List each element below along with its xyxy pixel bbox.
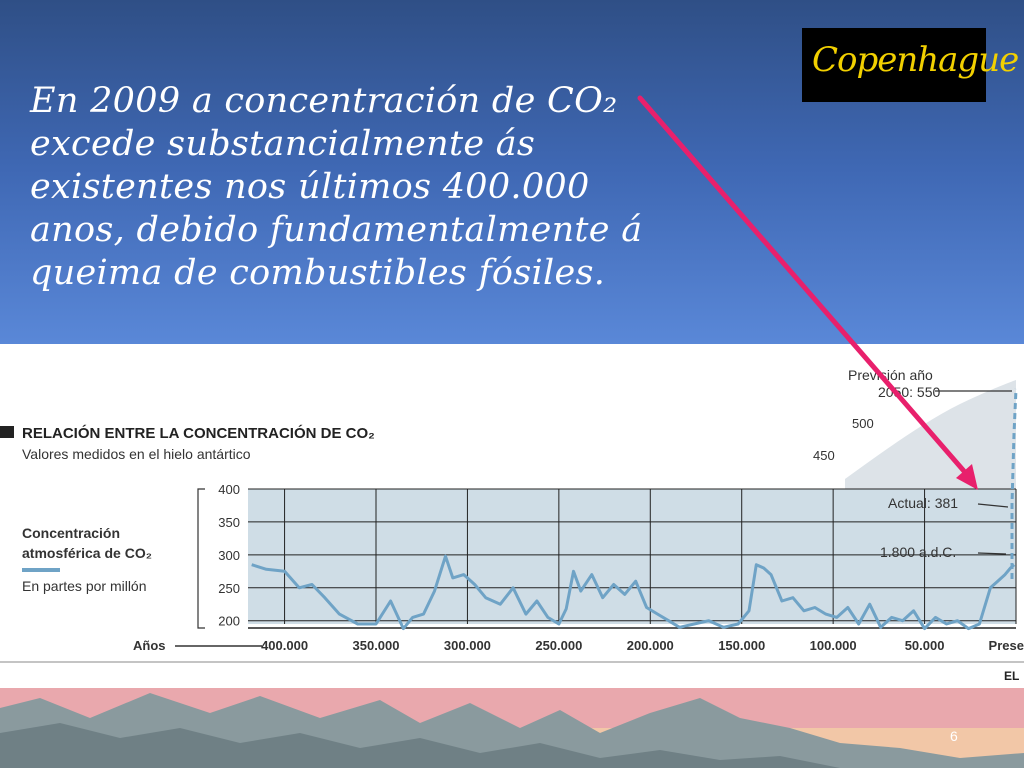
- x-axis: 400.000 350.000 300.000 250.000 200.000 150.0…: [248, 627, 1024, 653]
- units-label: En partes por millón: [22, 578, 147, 594]
- annotation-1800-leader: [977, 552, 1007, 555]
- y-tick-label: 250: [218, 581, 240, 596]
- upper-scale-label: 450: [813, 448, 835, 463]
- headline-line: queima de combustibles fósiles.: [30, 253, 606, 293]
- y-tick-label: 350: [218, 515, 240, 530]
- x-axis-label: Años: [133, 638, 166, 653]
- headline-line: excede substancialmente ás: [30, 124, 536, 164]
- logo-text: Copenhague: [812, 40, 1019, 80]
- projection-dashed-line: [1010, 388, 1018, 579]
- slide-headline: En 2009 a concentración de CO₂ excede su…: [30, 80, 750, 295]
- x-tick-label: Presente: [989, 638, 1024, 653]
- co2-chart: 200 250 300 350 400 400.000 350.000 300.000 250…: [0, 367, 1024, 683]
- annotation-current-leader: [977, 503, 1009, 508]
- headline-line: existentes nos últimos 400.000: [30, 167, 590, 207]
- annotation-forecast-line-2: 2050: 550: [878, 384, 940, 400]
- y-tick-label: 400: [218, 482, 240, 497]
- series-label-line-2: atmosférica de CO₂: [22, 545, 152, 561]
- x-tick-label: 200.000: [627, 638, 674, 653]
- y-tick-label: 300: [218, 548, 240, 563]
- title-marker: [0, 426, 14, 438]
- y-axis: 200 250 300 350 400: [197, 482, 240, 629]
- chart-title: RELACIÓN ENTRE LA CONCENTRACIÓN DE CO₂: [22, 424, 375, 442]
- y-tick-label: 200: [218, 614, 240, 629]
- x-tick-label: 100.000: [810, 638, 857, 653]
- x-tick-label: 150.000: [718, 638, 765, 653]
- upper-scale-label: 500: [852, 416, 874, 431]
- chart-subtitle: Valores medidos en el hielo antártico: [22, 446, 251, 462]
- mountain-decoration: [0, 688, 1024, 768]
- source-fragment: EL: [1004, 669, 1019, 683]
- x-tick-label: 400.000: [261, 638, 308, 653]
- y-axis-bracket: [197, 488, 205, 629]
- annotation-1800: 1.800 a.d.C.: [880, 544, 956, 560]
- annotation-forecast-line-1: Previsión año: [848, 367, 933, 383]
- annotation-current: Actual: 381: [888, 495, 958, 511]
- co2-series-line: [251, 554, 1016, 631]
- slide-number: 6: [950, 728, 958, 744]
- x-tick-label: 50.000: [905, 638, 945, 653]
- x-tick-label: 350.000: [353, 638, 400, 653]
- x-tick-label: 250.000: [535, 638, 582, 653]
- x-tick-label: 300.000: [444, 638, 491, 653]
- copenhague-logo: Copenhague: [802, 28, 1019, 102]
- headline-line: En 2009 a concentración de CO₂: [30, 81, 618, 121]
- series-label-line-1: Concentración: [22, 525, 120, 541]
- headline-line: anos, debido fundamentalmente á: [30, 210, 643, 250]
